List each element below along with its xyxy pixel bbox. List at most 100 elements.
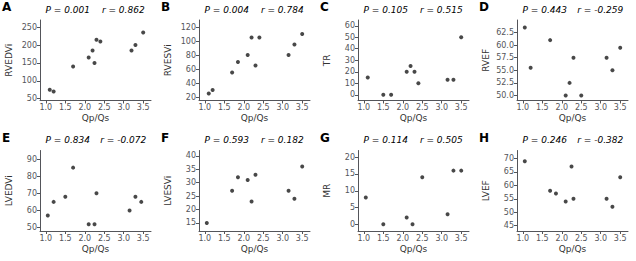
svg-text:r = 0.182: r = 0.182 (261, 135, 304, 145)
svg-text:H: H (479, 131, 489, 145)
svg-text:25: 25 (186, 192, 196, 201)
svg-text:1.5: 1.5 (536, 103, 549, 112)
svg-text:50: 50 (27, 223, 37, 232)
svg-text:P = 0.246: P = 0.246 (523, 135, 568, 145)
svg-text:P = 0.105: P = 0.105 (364, 5, 409, 15)
svg-text:P = 0.004: P = 0.004 (205, 5, 250, 15)
svg-text:100: 100 (22, 76, 37, 85)
svg-text:1.0: 1.0 (357, 234, 370, 243)
svg-text:1.5: 1.5 (536, 234, 549, 243)
svg-text:20: 20 (345, 153, 355, 162)
svg-text:2.5: 2.5 (416, 234, 429, 243)
svg-text:20: 20 (186, 93, 196, 102)
svg-text:Qp/Qs: Qp/Qs (400, 113, 428, 123)
svg-text:52.5: 52.5 (496, 78, 514, 87)
svg-text:Qp/Qs: Qp/Qs (400, 244, 428, 254)
svg-text:RVEDVi: RVEDVi (4, 44, 14, 77)
svg-text:1.5: 1.5 (377, 234, 390, 243)
svg-text:3.5: 3.5 (455, 103, 468, 112)
svg-text:10: 10 (345, 186, 355, 195)
svg-text:2.5: 2.5 (575, 234, 588, 243)
svg-text:60: 60 (504, 181, 514, 190)
svg-text:40: 40 (186, 151, 196, 160)
svg-text:65: 65 (504, 167, 514, 176)
svg-text:20: 20 (186, 205, 196, 214)
svg-text:Qp/Qs: Qp/Qs (241, 244, 269, 254)
svg-text:60: 60 (27, 206, 37, 215)
svg-text:A: A (2, 0, 12, 14)
svg-text:30: 30 (186, 178, 196, 187)
svg-text:P = 0.001: P = 0.001 (46, 5, 90, 15)
svg-text:F: F (161, 131, 169, 145)
svg-text:2.5: 2.5 (575, 103, 588, 112)
svg-text:2.0: 2.0 (555, 103, 568, 112)
svg-text:1.5: 1.5 (218, 103, 231, 112)
svg-text:1.0: 1.0 (198, 234, 211, 243)
svg-text:E: E (2, 131, 10, 145)
svg-text:3.0: 3.0 (117, 234, 130, 243)
svg-text:P = 0.834: P = 0.834 (46, 135, 91, 145)
svg-text:P = 0.443: P = 0.443 (523, 5, 568, 15)
svg-text:3.5: 3.5 (296, 103, 309, 112)
svg-text:RVEF: RVEF (481, 49, 491, 72)
svg-text:35: 35 (186, 165, 196, 174)
svg-text:2.5: 2.5 (257, 103, 270, 112)
svg-text:r = 0.862: r = 0.862 (102, 5, 145, 15)
svg-text:1.0: 1.0 (516, 103, 529, 112)
svg-text:2.0: 2.0 (396, 103, 409, 112)
svg-text:1.0: 1.0 (198, 103, 211, 112)
svg-text:r = -0.072: r = -0.072 (100, 135, 146, 145)
svg-text:B: B (161, 0, 170, 14)
svg-text:15: 15 (345, 169, 355, 178)
svg-text:TR: TR (322, 54, 332, 67)
svg-text:LVEDVi: LVEDVi (4, 175, 14, 206)
svg-text:80: 80 (186, 51, 196, 60)
svg-text:r = -0.382: r = -0.382 (577, 135, 623, 145)
svg-text:1.0: 1.0 (357, 103, 370, 112)
svg-text:C: C (320, 0, 329, 14)
svg-text:100: 100 (181, 37, 196, 46)
svg-text:2.0: 2.0 (396, 234, 409, 243)
svg-text:1.5: 1.5 (59, 234, 72, 243)
svg-text:3.0: 3.0 (276, 103, 289, 112)
svg-text:50: 50 (27, 94, 37, 103)
svg-text:G: G (320, 131, 330, 145)
svg-text:RVESVi: RVESVi (163, 44, 173, 76)
svg-text:P = 0.114: P = 0.114 (364, 135, 409, 145)
svg-text:30: 30 (345, 56, 355, 65)
svg-text:0: 0 (350, 90, 355, 99)
svg-text:50: 50 (345, 33, 355, 42)
svg-text:r = 0.784: r = 0.784 (261, 5, 304, 15)
svg-text:Qp/Qs: Qp/Qs (559, 113, 587, 123)
svg-text:3.5: 3.5 (296, 234, 309, 243)
svg-text:3.0: 3.0 (117, 103, 130, 112)
svg-text:MR: MR (322, 184, 332, 198)
svg-text:r = -0.259: r = -0.259 (577, 5, 623, 15)
svg-text:90: 90 (27, 155, 37, 164)
svg-text:20: 20 (345, 67, 355, 76)
svg-text:2.0: 2.0 (237, 103, 250, 112)
svg-text:2.0: 2.0 (237, 234, 250, 243)
svg-text:Qp/Qs: Qp/Qs (241, 113, 269, 123)
svg-text:40: 40 (345, 44, 355, 53)
svg-text:70: 70 (27, 189, 37, 198)
svg-text:2.0: 2.0 (555, 234, 568, 243)
svg-text:60: 60 (345, 21, 355, 30)
svg-text:Qp/Qs: Qp/Qs (82, 244, 110, 254)
svg-text:P = 0.593: P = 0.593 (205, 135, 250, 145)
svg-text:3.0: 3.0 (276, 234, 289, 243)
svg-text:80: 80 (27, 172, 37, 181)
svg-text:2.5: 2.5 (416, 103, 429, 112)
svg-text:3.5: 3.5 (137, 234, 150, 243)
svg-text:10: 10 (345, 79, 355, 88)
svg-text:250: 250 (22, 23, 37, 32)
svg-text:2.0: 2.0 (78, 103, 91, 112)
svg-text:2.5: 2.5 (257, 234, 270, 243)
svg-text:3.5: 3.5 (455, 234, 468, 243)
svg-text:45: 45 (504, 221, 514, 230)
svg-text:LVESVi: LVESVi (163, 176, 173, 206)
svg-text:3.5: 3.5 (614, 103, 627, 112)
svg-text:1.0: 1.0 (39, 234, 52, 243)
svg-text:2.5: 2.5 (98, 234, 111, 243)
svg-text:50: 50 (504, 208, 514, 217)
